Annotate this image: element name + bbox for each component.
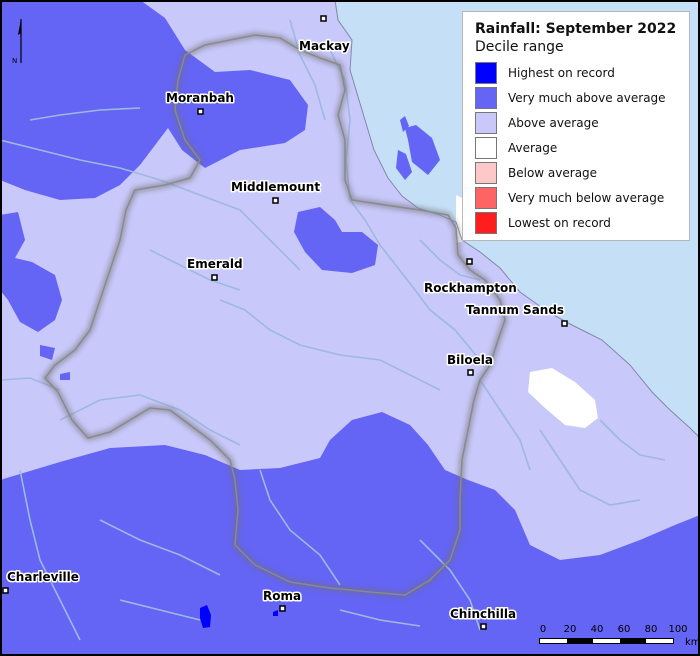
legend-item: Below average <box>475 160 689 185</box>
island <box>396 150 412 180</box>
region-very-much-above-small-west <box>60 372 70 380</box>
legend-item: Lowest on record <box>475 210 689 235</box>
legend-label: Average <box>508 140 558 155</box>
town-label: Emerald <box>187 257 243 271</box>
legend-item: Average <box>475 135 689 160</box>
scale-segment <box>540 639 567 643</box>
town-marker-middlemount <box>272 197 279 204</box>
region-very-much-above-south <box>0 412 700 656</box>
town-label: Middlemount <box>231 180 320 194</box>
scale-bar-graphic <box>539 638 674 644</box>
town-label: Charleville <box>7 570 79 584</box>
town-label: Chinchilla <box>450 607 516 621</box>
legend-swatch <box>475 161 497 184</box>
scale-tick: 60 <box>617 624 631 635</box>
region-very-much-above-central <box>294 207 378 273</box>
legend-item: Very much below average <box>475 185 689 210</box>
region-highest-on-record <box>200 605 211 628</box>
scale-segment <box>646 639 673 643</box>
scale-tick: 0 <box>539 624 547 635</box>
legend-label: Below average <box>508 165 598 180</box>
town-label: Tannum Sands <box>466 303 564 317</box>
legend-swatch <box>475 86 497 109</box>
region-very-much-above-northwest <box>0 0 308 200</box>
scale-tick: 100 <box>668 624 688 635</box>
town-label: Rockhampton <box>424 281 517 295</box>
town-label: Roma <box>263 589 301 603</box>
legend-subtitle: Decile range <box>475 39 564 55</box>
scale-tick: 80 <box>644 624 658 635</box>
legend-swatch <box>475 211 497 234</box>
legend-title: Rainfall: September 2022 <box>475 21 677 37</box>
legend-label: Highest on record <box>508 65 615 80</box>
scale-segment <box>593 639 620 643</box>
town-marker-moranbah <box>197 108 204 115</box>
town-marker-chinchilla <box>480 623 487 630</box>
legend-swatch <box>475 136 497 159</box>
town-marker-roma <box>279 605 286 612</box>
town-label: Moranbah <box>166 91 234 105</box>
scale-segment <box>619 639 647 643</box>
scale-tick: 40 <box>590 624 604 635</box>
town-marker-rockhampton <box>466 258 473 265</box>
north-arrow: N <box>11 17 25 67</box>
scale-segment <box>566 639 594 643</box>
legend-label: Above average <box>508 115 599 130</box>
island <box>400 116 409 132</box>
town-markers <box>2 15 568 630</box>
scale-tick: 20 <box>563 624 577 635</box>
region-average <box>528 368 598 428</box>
town-marker-charleville <box>2 587 9 594</box>
town-labels: Mackay Moranbah Middlemount Emerald Rock… <box>6 38 566 623</box>
map-legend: Rainfall: September 2022 Decile range Hi… <box>462 11 690 241</box>
island <box>405 125 440 175</box>
town-label: Biloela <box>447 353 493 367</box>
legend-item: Highest on record <box>475 60 689 85</box>
catchment-boundary <box>42 32 508 598</box>
town-marker-tannum-sands <box>561 320 568 327</box>
town-label: Mackay <box>299 39 350 53</box>
north-label: N <box>12 57 17 65</box>
scale-bar: 0 20 40 60 80 100 km <box>537 624 700 656</box>
town-marker-emerald <box>211 274 218 281</box>
legend-items: Highest on record Very much above average… <box>475 60 689 235</box>
legend-item: Above average <box>475 110 689 135</box>
town-marker-biloela <box>467 369 474 376</box>
legend-swatch <box>475 111 497 134</box>
north-arrow-icon: N <box>12 19 22 65</box>
legend-swatch <box>475 61 497 84</box>
river-network <box>0 19 666 641</box>
scale-unit: km <box>685 637 700 648</box>
region-very-much-above-west <box>0 212 62 332</box>
legend-label: Very much below average <box>508 190 665 205</box>
legend-item: Very much above average <box>475 85 689 110</box>
legend-label: Lowest on record <box>508 215 611 230</box>
region-highest-on-record-small <box>273 610 278 616</box>
region-very-much-above-west-small <box>40 345 55 360</box>
legend-label: Very much above average <box>508 90 666 105</box>
legend-swatch <box>475 186 497 209</box>
town-marker-mackay <box>320 15 327 22</box>
